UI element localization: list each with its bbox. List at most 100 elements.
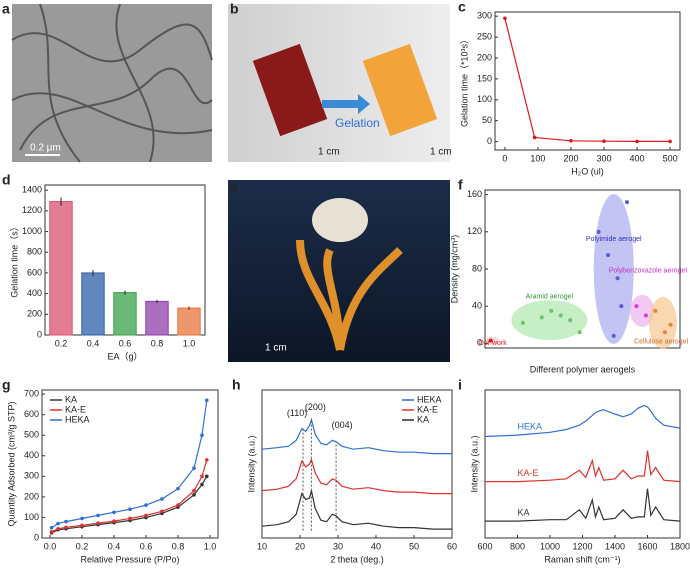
y-tick-label: 400 xyxy=(24,450,39,460)
x-tick-label: 0.4 xyxy=(87,338,100,348)
y-tick-label: 200 xyxy=(27,309,42,319)
marker xyxy=(144,503,148,507)
marker xyxy=(49,525,54,530)
x-tick-label: 400 xyxy=(630,153,645,163)
x-tick-label: 0 xyxy=(502,153,507,163)
y-tick-label: 600 xyxy=(24,409,39,419)
x-axis-title: 2 theta (deg.) xyxy=(330,554,384,564)
panel-label: e xyxy=(230,179,238,195)
group-region xyxy=(511,300,588,341)
marker xyxy=(80,523,84,528)
bar xyxy=(49,201,73,336)
bar xyxy=(145,300,169,336)
marker xyxy=(160,497,164,501)
y-tick-label: 80 xyxy=(472,263,482,273)
x-tick-label: 600 xyxy=(477,541,492,551)
bar xyxy=(81,272,105,336)
line xyxy=(261,490,452,530)
marker xyxy=(96,513,100,518)
x-tick-label: 1000 xyxy=(540,541,560,551)
x-tick-label: 300 xyxy=(597,153,612,163)
x-tick-label: 30 xyxy=(333,541,343,551)
plot-frame xyxy=(494,11,681,151)
marker xyxy=(200,433,204,438)
marker xyxy=(56,526,60,531)
legend-label: KA-E xyxy=(417,404,438,414)
marker xyxy=(602,139,606,144)
marker xyxy=(64,525,68,530)
marker xyxy=(635,139,639,144)
point xyxy=(615,276,620,281)
marker xyxy=(112,519,116,523)
x-tick-label: 1400 xyxy=(605,541,625,551)
point xyxy=(634,304,639,309)
vial-after xyxy=(362,43,438,137)
y-axis-title: Density (mg/cm³) xyxy=(449,235,459,304)
x-tick-label: 1800 xyxy=(670,541,690,551)
y-tick-label: 100 xyxy=(24,512,39,522)
image-label: Gelation xyxy=(335,116,380,130)
point xyxy=(568,318,573,323)
x-tick-label: 0.6 xyxy=(140,541,153,551)
y-tick-label: 0 xyxy=(37,329,42,339)
marker xyxy=(56,521,60,526)
legend-label: HEKA xyxy=(65,414,90,424)
x-tick-label: 1.0 xyxy=(204,541,217,551)
line xyxy=(485,488,681,522)
x-tick-label: 60 xyxy=(447,541,457,551)
vial-before xyxy=(252,43,328,137)
point xyxy=(611,333,616,338)
series-label: KA xyxy=(518,507,530,517)
legend-label: HEKA xyxy=(417,394,442,404)
x-tick-label: 0.4 xyxy=(108,541,121,551)
x-tick-label: 0.8 xyxy=(172,541,185,551)
marker xyxy=(49,530,54,534)
point xyxy=(520,320,525,325)
image-label: 1 cm xyxy=(430,147,452,158)
peak-label: (004) xyxy=(332,420,353,430)
y-tick-label: 300 xyxy=(24,471,39,481)
x-tick-label: 1600 xyxy=(637,541,657,551)
y-axis-title: Intensity (a.u.) xyxy=(469,435,479,492)
marker xyxy=(176,503,180,507)
line xyxy=(484,404,681,438)
point xyxy=(488,338,493,343)
point xyxy=(624,200,629,205)
point xyxy=(668,322,673,327)
y-tick-label: 1400 xyxy=(22,185,42,195)
line xyxy=(261,417,452,455)
marker xyxy=(128,507,132,512)
series-label: HEKA xyxy=(518,421,543,431)
x-tick-label: 0.2 xyxy=(76,541,89,551)
marker xyxy=(200,474,204,479)
point xyxy=(549,308,554,313)
x-tick-label: 0.8 xyxy=(151,338,164,348)
x-axis-title: Raman shift (cm⁻¹) xyxy=(544,554,620,564)
marker xyxy=(192,493,196,497)
image-label: 1 cm xyxy=(318,147,340,158)
panel-label: h xyxy=(232,377,241,393)
panel-label: a xyxy=(2,1,10,17)
x-tick-label: 0.0 xyxy=(44,541,57,551)
x-tick-label: 40 xyxy=(371,541,381,551)
flower xyxy=(296,239,403,351)
group-region xyxy=(593,194,634,344)
point xyxy=(596,229,601,234)
y-tick-label: 300 xyxy=(477,11,492,21)
marker xyxy=(668,139,672,144)
point xyxy=(577,330,582,335)
panel-label: b xyxy=(230,1,239,17)
y-tick-label: 800 xyxy=(27,247,42,257)
y-tick-label: 120 xyxy=(467,226,482,236)
tem-image xyxy=(12,4,212,162)
line xyxy=(51,475,208,534)
y-tick-label: 600 xyxy=(27,267,42,277)
panel-label: f xyxy=(458,177,463,193)
y-tick-label: 1000 xyxy=(22,226,42,236)
y-tick-label: 500 xyxy=(24,430,39,440)
y-tick-label: 250 xyxy=(477,31,492,41)
y-tick-label: 150 xyxy=(477,73,492,83)
marker xyxy=(192,488,196,493)
bar xyxy=(113,292,137,336)
marker xyxy=(205,474,209,479)
